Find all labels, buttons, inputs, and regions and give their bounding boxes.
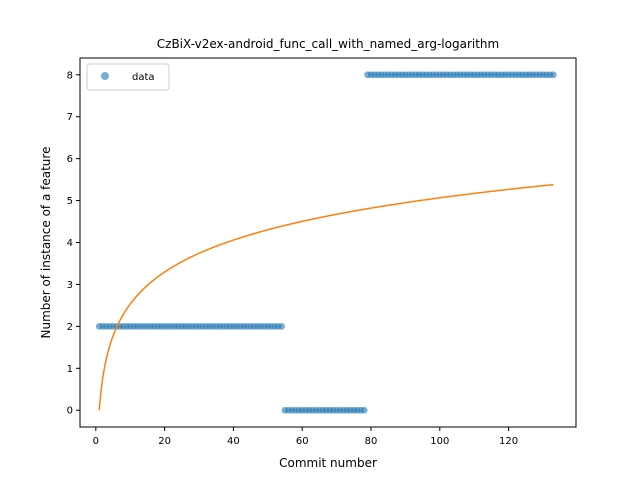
- chart-title: CzBiX-v2ex-android_func_call_with_named_…: [157, 37, 499, 51]
- y-tick-label: 6: [67, 154, 73, 165]
- x-axis-ticks: 0 20 40 60 80 100 120: [93, 427, 518, 447]
- x-tick-label: 0: [93, 436, 99, 447]
- data-layer: [95, 71, 557, 414]
- x-tick-label: 60: [296, 436, 309, 447]
- legend: data: [86, 63, 170, 91]
- plot-area: [80, 58, 576, 427]
- y-axis-label: Number of instance of a feature: [39, 147, 53, 339]
- data-point: [360, 406, 368, 414]
- x-tick-label: 100: [430, 436, 449, 447]
- x-tick-label: 40: [227, 436, 240, 447]
- legend-label: data: [132, 72, 155, 83]
- y-tick-label: 0: [67, 406, 73, 417]
- fit-line-layer: [98, 183, 554, 411]
- y-tick-label: 3: [67, 280, 73, 291]
- data-point: [549, 71, 557, 79]
- x-axis-label: Commit number: [279, 456, 377, 470]
- y-axis-ticks: 0 1 2 3 4 5 6 7 8: [67, 70, 80, 417]
- legend-box: [86, 63, 170, 91]
- fit-line: [98, 183, 554, 411]
- x-tick-label: 80: [365, 436, 378, 447]
- data-point: [278, 322, 285, 330]
- legend-marker: [101, 72, 109, 80]
- y-tick-label: 4: [67, 238, 73, 249]
- y-tick-label: 8: [67, 70, 73, 81]
- y-tick-label: 5: [67, 196, 73, 207]
- y-tick-label: 1: [67, 364, 73, 375]
- x-tick-label: 120: [499, 436, 518, 447]
- y-tick-label: 7: [67, 112, 73, 123]
- x-tick-label: 20: [158, 436, 171, 447]
- y-tick-label: 2: [67, 322, 73, 333]
